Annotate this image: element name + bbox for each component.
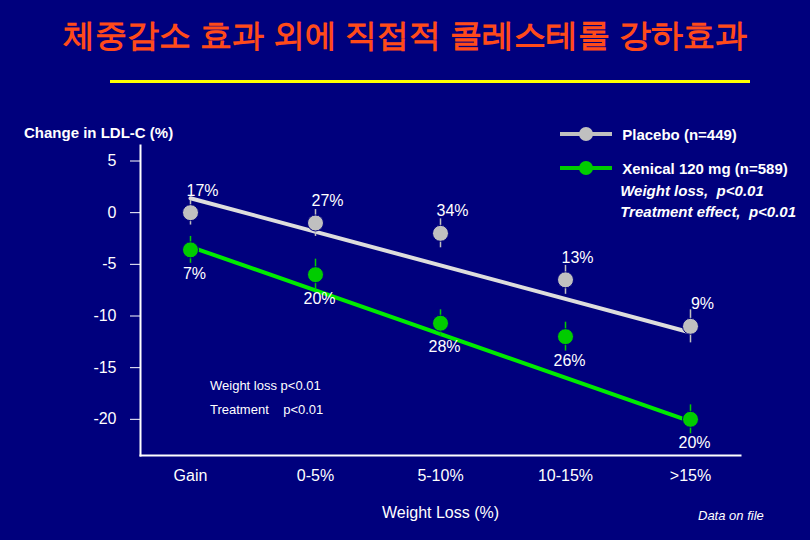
svg-text:5-10%: 5-10% [417, 467, 463, 484]
svg-text:26%: 26% [553, 352, 585, 369]
svg-text:9%: 9% [691, 295, 714, 312]
svg-text:17%: 17% [186, 182, 218, 199]
svg-text:Gain: Gain [174, 467, 208, 484]
svg-text:-10: -10 [93, 307, 116, 324]
svg-text:Weight Loss (%): Weight Loss (%) [382, 504, 499, 521]
svg-text:-5: -5 [102, 255, 116, 272]
svg-text:0-5%: 0-5% [297, 467, 334, 484]
html-text:Xenical 120 mg (n=589): Xenical 120 mg (n=589) [622, 159, 788, 177]
svg-text:34%: 34% [436, 202, 468, 219]
html-text:Weight loss, p<0.01: Weight loss, p<0.01 [620, 182, 764, 199]
svg-text:>15%: >15% [670, 467, 711, 484]
svg-text:13%: 13% [561, 249, 593, 266]
svg-text:5: 5 [108, 152, 117, 169]
svg-text:20%: 20% [678, 434, 710, 451]
svg-text:28%: 28% [428, 338, 460, 355]
svg-text:10-15%: 10-15% [538, 467, 593, 484]
html-text:Treatment p<0.01: Treatment p<0.01 [210, 402, 324, 417]
svg-text:27%: 27% [311, 192, 343, 209]
svg-text:0: 0 [108, 204, 117, 221]
html-text:체중감소 효과 외에 직접적 콜레스테롤 강하효과: 체중감소 효과 외에 직접적 콜레스테롤 강하효과 [62, 17, 748, 53]
html-text:Treatment effect, p<0.01: Treatment effect, p<0.01 [620, 203, 796, 220]
html-text:Placebo (n=449): Placebo (n=449) [622, 125, 737, 143]
svg-text:7%: 7% [183, 265, 206, 282]
html-text:Weight loss p<0.01: Weight loss p<0.01 [210, 378, 321, 393]
svg-text:-20: -20 [93, 410, 116, 427]
svg-text:20%: 20% [303, 290, 335, 307]
html-text:Change in LDL-C (%): Change in LDL-C (%) [24, 124, 174, 141]
html-text:Data on file: Data on file [698, 508, 764, 523]
svg-text:-15: -15 [93, 359, 116, 376]
